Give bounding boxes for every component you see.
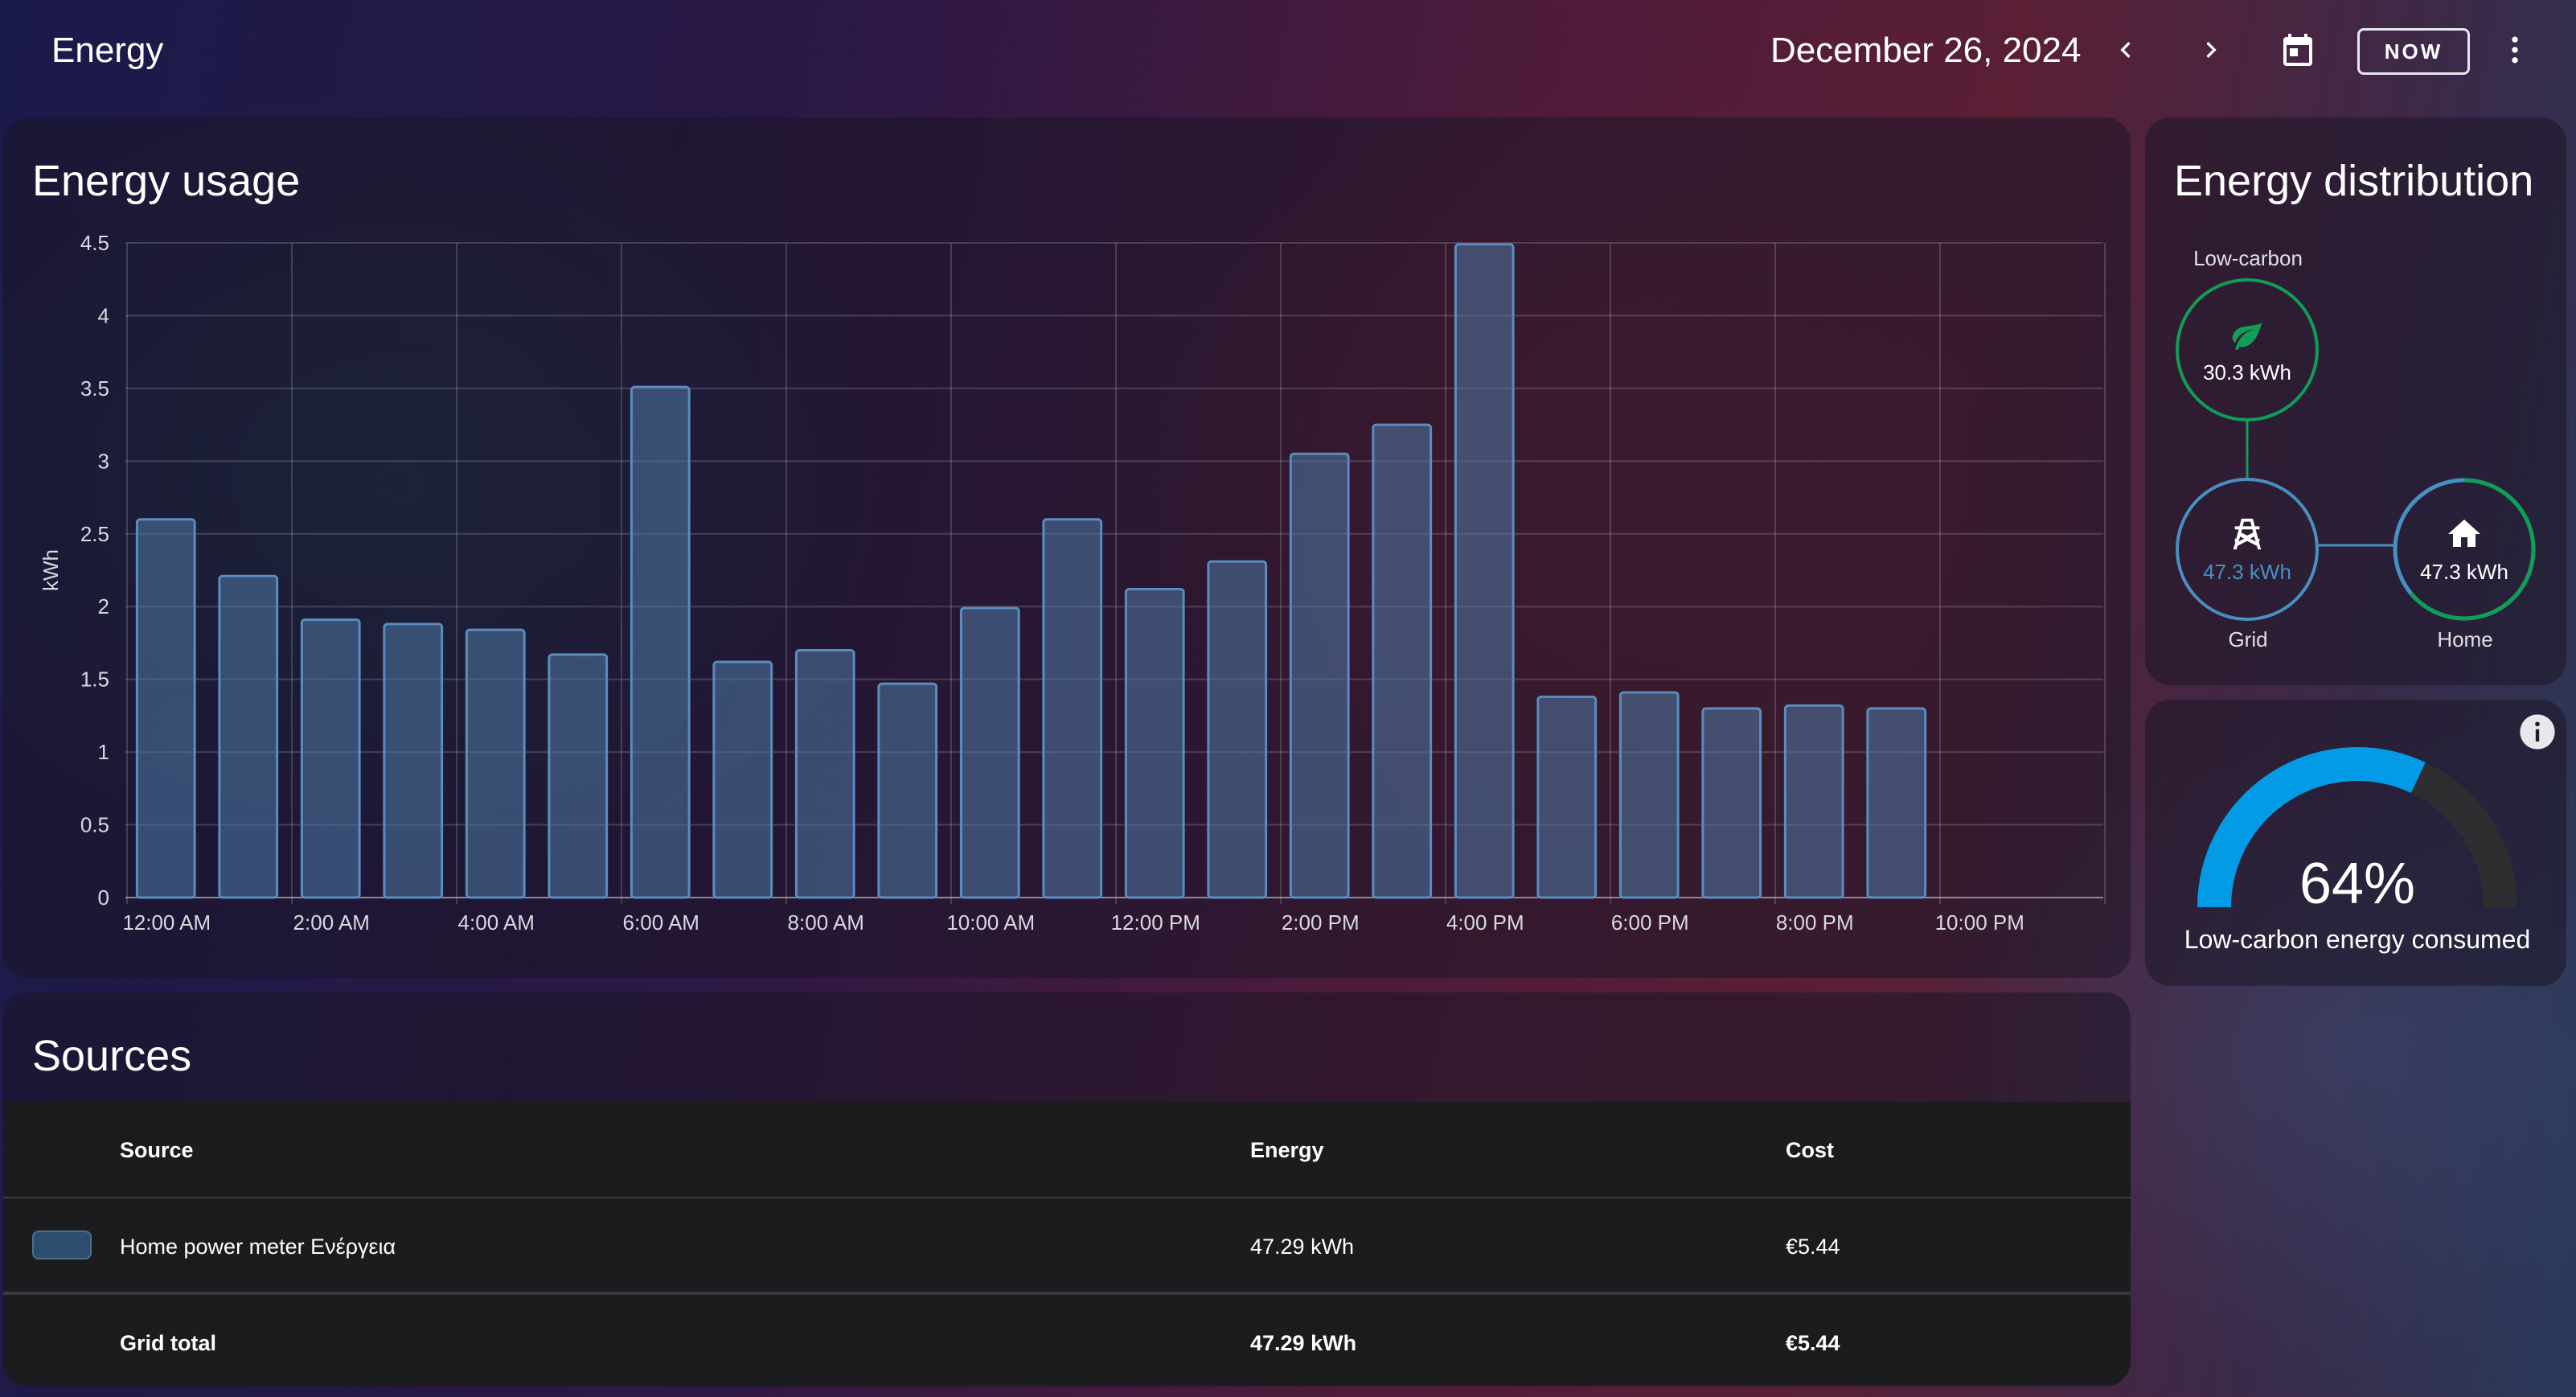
bar-7-00-pm[interactable]: [1701, 707, 1762, 899]
grid-label: Grid: [2228, 627, 2268, 651]
y-axis-label: kWh: [39, 549, 63, 591]
home-value: 47.3 kWh: [2420, 560, 2508, 584]
bar-8-00-pm[interactable]: [1783, 704, 1844, 899]
bar-2-00-am[interactable]: [300, 618, 361, 899]
low-carbon-gauge: [2197, 747, 2517, 908]
table-row[interactable]: Home power meter Ενέργεια 47.29 kWh €5.4…: [3, 1198, 2131, 1292]
table-total-row: Grid total 47.29 kWh €5.44: [3, 1295, 2131, 1385]
chevron-right-icon[interactable]: [2185, 24, 2237, 76]
bar-3-00-pm[interactable]: [1372, 423, 1433, 899]
x-tick-label: 6:00 PM: [1611, 910, 1689, 935]
low-carbon-label: Low-carbon: [2193, 246, 2303, 270]
energy-usage-card: Energy usage 0 0.5 1 1.5 2 2.5 3 3.5 4 4.5 12:00 A…: [3, 117, 2131, 978]
transmission-tower-icon: [2223, 512, 2271, 557]
x-tick-label: 6:00 AM: [623, 910, 699, 935]
x-tick-label: 12:00 AM: [122, 910, 211, 935]
table-divider: [3, 1197, 2131, 1198]
bar-5-00-pm[interactable]: [1536, 695, 1598, 899]
selected-date: December 26, 2024: [1770, 31, 2082, 70]
y-tick-label: 3.5: [80, 376, 109, 401]
info-icon[interactable]: [2517, 711, 2558, 753]
source-name: Home power meter Ενέργεια: [120, 1235, 396, 1259]
bar-8-00-am[interactable]: [794, 648, 855, 899]
source-cost: €5.44: [1786, 1235, 1840, 1259]
total-label: Grid total: [120, 1331, 216, 1355]
bar-3-00-am[interactable]: [383, 622, 444, 899]
x-tick-label: 8:00 PM: [1776, 910, 1854, 935]
chevron-left-icon[interactable]: [2100, 24, 2151, 76]
y-tick-label: 3: [98, 449, 109, 473]
bar-1-00-am[interactable]: [218, 574, 279, 899]
sources-table: Source Energy Cost Home power meter Ενέρ…: [3, 1102, 2131, 1385]
total-energy: 47.29 kWh: [1250, 1331, 1357, 1355]
bar-12-00-pm[interactable]: [1124, 588, 1185, 899]
y-tick-label: 0.5: [80, 813, 109, 837]
bar-9-00-pm[interactable]: [1866, 707, 1927, 899]
x-tick-label: 2:00 PM: [1282, 910, 1360, 935]
x-tick-label: 4:00 PM: [1446, 910, 1524, 935]
table-divider: [3, 1292, 2131, 1295]
bar-7-00-am[interactable]: [712, 660, 773, 899]
grid-value: 47.3 kWh: [2203, 560, 2291, 584]
energy-usage-chart: 0 0.5 1 1.5 2 2.5 3 3.5 4 4.5 12:00 AM 2:00 AM 4:00 …: [39, 231, 2106, 935]
bar-11-00-am[interactable]: [1042, 518, 1103, 899]
source-energy: 47.29 kWh: [1250, 1235, 1355, 1259]
more-vert-icon[interactable]: [2489, 24, 2541, 76]
bar-6-00-am[interactable]: [630, 385, 691, 899]
low-carbon-value: 30.3 kWh: [2203, 360, 2291, 384]
y-tick-label: 1.5: [80, 668, 109, 692]
bar-2-00-pm[interactable]: [1289, 452, 1350, 899]
y-tick-label: 0: [98, 885, 109, 910]
x-tick-label: 12:00 PM: [1111, 910, 1200, 935]
bar-6-00-pm[interactable]: [1618, 691, 1680, 899]
bar-5-00-am[interactable]: [548, 653, 609, 899]
distribution-flow-lines: [2246, 418, 2394, 547]
home-label: Home: [2437, 627, 2493, 651]
y-tick-label: 1: [98, 740, 109, 764]
x-tick-label: 8:00 AM: [788, 910, 864, 935]
grid-node[interactable]: [2176, 478, 2319, 621]
gauge-value: 64%: [2299, 852, 2416, 916]
bar-12-00-am[interactable]: [135, 518, 196, 899]
home-node[interactable]: [2393, 478, 2536, 621]
x-tick-label: 4:00 AM: [458, 910, 535, 935]
home-icon: [2440, 513, 2488, 555]
page-title: Energy: [51, 31, 164, 70]
energy-distribution-title: Energy distribution: [2174, 157, 2534, 205]
sources-title: Sources: [32, 1032, 192, 1080]
top-bar: Energy December 26, 2024 NOW: [0, 0, 2576, 105]
bar-9-00-am[interactable]: [877, 682, 938, 899]
x-tick-label: 10:00 AM: [946, 910, 1035, 935]
bar-10-00-am[interactable]: [959, 606, 1020, 899]
source-color-swatch: [32, 1231, 92, 1259]
y-tick-label: 2.5: [80, 522, 109, 546]
y-tick-label: 4: [98, 303, 109, 327]
bar-1-00-pm[interactable]: [1207, 560, 1268, 899]
x-tick-label: 10:00 PM: [1935, 910, 2024, 935]
bar-4-00-pm[interactable]: [1454, 243, 1515, 899]
energy-usage-title: Energy usage: [32, 157, 301, 205]
x-tick-label: 2:00 AM: [293, 910, 370, 935]
total-cost: €5.44: [1786, 1331, 1840, 1355]
energy-column-header[interactable]: Energy: [1250, 1138, 1324, 1162]
source-column-header[interactable]: Source: [120, 1138, 194, 1162]
bar-4-00-am[interactable]: [465, 628, 526, 899]
cost-column-header[interactable]: Cost: [1786, 1138, 1834, 1162]
now-button[interactable]: NOW: [2357, 28, 2470, 75]
gauge-label: Low-carbon energy consumed: [2184, 925, 2531, 954]
sources-card: Sources Source Energy Cost Home power me…: [3, 992, 2131, 1387]
table-header-row: Source Energy Cost: [3, 1102, 2131, 1198]
y-tick-label: 2: [98, 594, 109, 618]
calendar-icon[interactable]: [2272, 24, 2324, 76]
leaf-icon: [2223, 315, 2271, 355]
y-tick-label: 4.5: [80, 231, 109, 255]
